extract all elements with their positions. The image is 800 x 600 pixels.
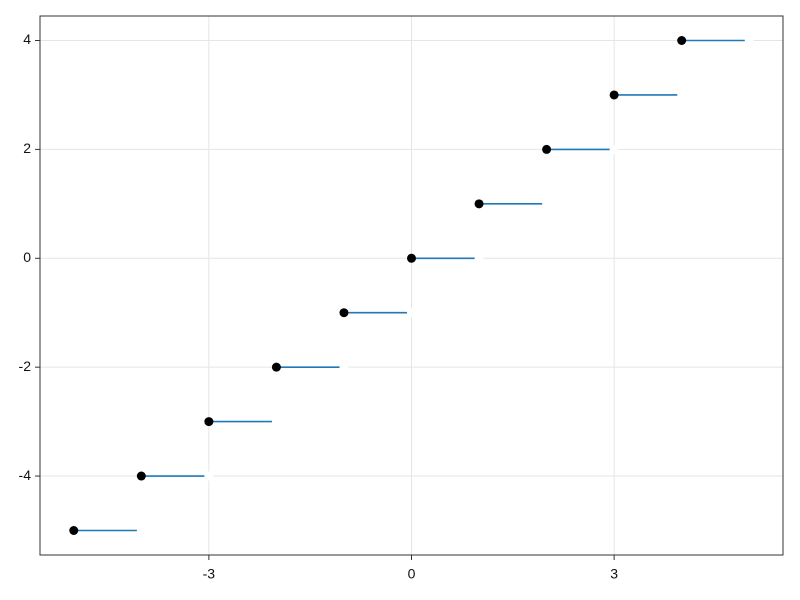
closed-start-point <box>204 417 214 427</box>
open-end-point <box>136 526 146 535</box>
x-tick-label: 3 <box>610 566 618 582</box>
open-end-point <box>677 90 687 100</box>
closed-start-point <box>136 471 146 481</box>
open-end-point <box>542 199 552 209</box>
y-tick-label: 4 <box>23 31 31 47</box>
open-end-point <box>474 253 484 263</box>
closed-start-point <box>339 308 349 318</box>
open-end-point <box>609 144 619 154</box>
open-end-point <box>204 471 214 481</box>
x-tick-label: -3 <box>203 566 216 582</box>
closed-start-point <box>474 199 484 209</box>
closed-start-point <box>542 144 552 154</box>
closed-start-point <box>677 36 687 45</box>
y-tick-label: -4 <box>19 467 32 483</box>
closed-start-point <box>69 526 79 535</box>
x-tick-label: 0 <box>408 566 416 582</box>
y-tick-label: 0 <box>23 249 31 265</box>
closed-start-point <box>407 253 416 263</box>
y-tick-label: -2 <box>19 358 32 374</box>
open-end-point <box>407 308 416 318</box>
open-end-point <box>744 36 754 45</box>
open-end-point <box>271 417 281 427</box>
y-tick-label: 2 <box>23 140 31 156</box>
plot-frame <box>39 15 784 556</box>
closed-start-point <box>609 90 619 100</box>
closed-start-point <box>271 362 281 372</box>
open-end-point <box>339 362 349 372</box>
